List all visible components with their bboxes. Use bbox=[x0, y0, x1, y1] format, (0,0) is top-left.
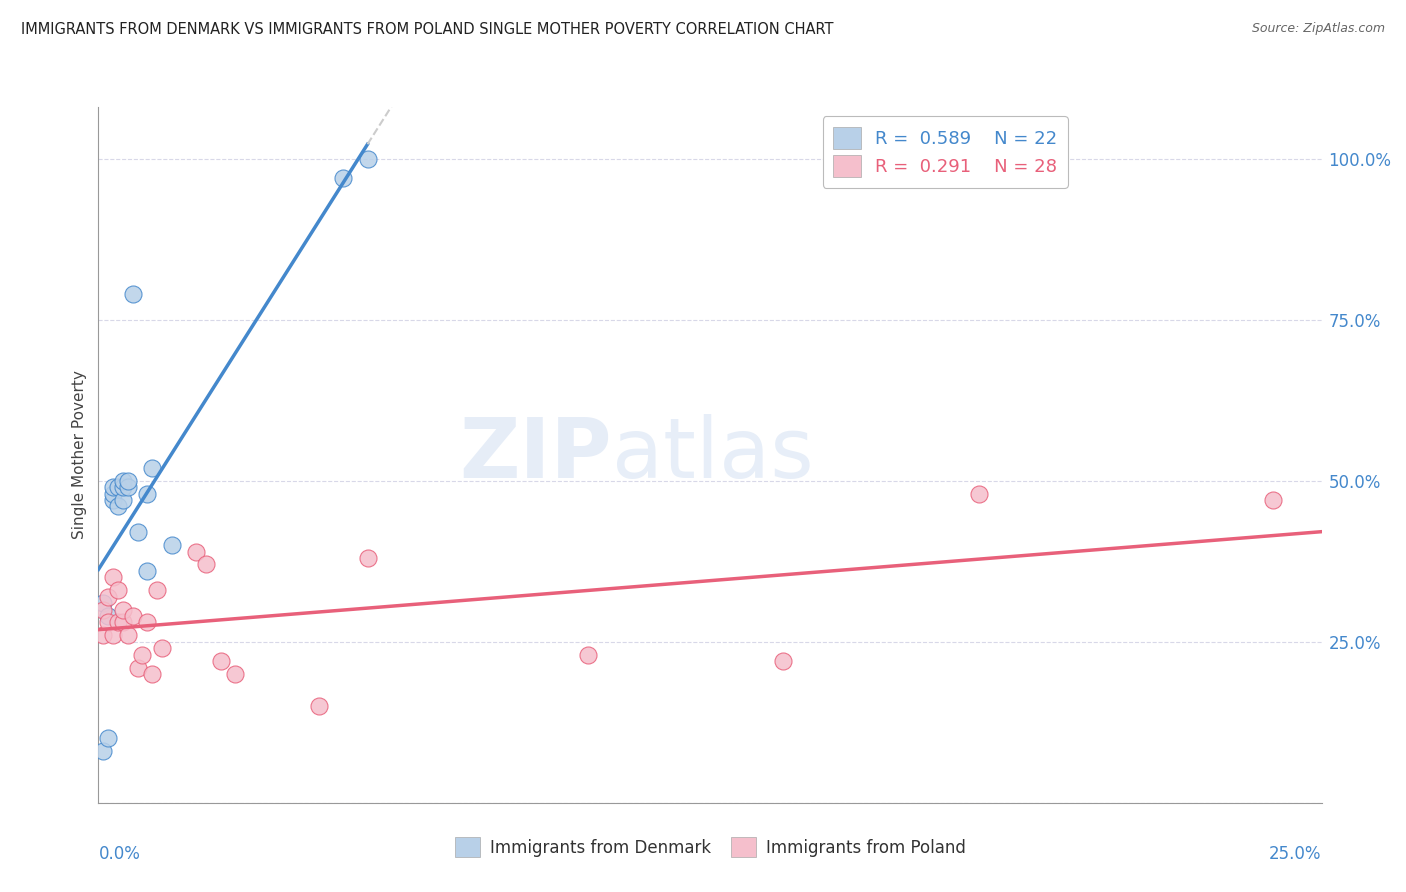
Point bbox=[141, 667, 163, 681]
Point bbox=[107, 500, 129, 514]
Text: atlas: atlas bbox=[612, 415, 814, 495]
Point bbox=[308, 699, 330, 714]
Point bbox=[91, 628, 114, 642]
Point bbox=[131, 648, 153, 662]
Point bbox=[195, 558, 218, 572]
Text: ZIP: ZIP bbox=[460, 415, 612, 495]
Point bbox=[356, 152, 378, 166]
Point bbox=[107, 480, 129, 494]
Point bbox=[107, 583, 129, 598]
Point bbox=[91, 744, 114, 758]
Point bbox=[121, 286, 143, 301]
Point bbox=[101, 628, 124, 642]
Point bbox=[967, 486, 990, 500]
Point bbox=[186, 544, 208, 558]
Point bbox=[111, 474, 134, 488]
Point bbox=[91, 596, 114, 610]
Point bbox=[356, 551, 378, 566]
Point bbox=[117, 628, 139, 642]
Point bbox=[97, 615, 120, 630]
Point bbox=[772, 654, 794, 668]
Text: Source: ZipAtlas.com: Source: ZipAtlas.com bbox=[1251, 22, 1385, 36]
Point bbox=[97, 590, 120, 604]
Point bbox=[576, 648, 599, 662]
Text: IMMIGRANTS FROM DENMARK VS IMMIGRANTS FROM POLAND SINGLE MOTHER POVERTY CORRELAT: IMMIGRANTS FROM DENMARK VS IMMIGRANTS FR… bbox=[21, 22, 834, 37]
Point bbox=[111, 493, 134, 508]
Point bbox=[101, 480, 124, 494]
Point bbox=[150, 641, 173, 656]
Legend: Immigrants from Denmark, Immigrants from Poland: Immigrants from Denmark, Immigrants from… bbox=[449, 830, 972, 864]
Point bbox=[136, 564, 159, 578]
Y-axis label: Single Mother Poverty: Single Mother Poverty bbox=[72, 370, 87, 540]
Point bbox=[160, 538, 183, 552]
Point bbox=[101, 493, 124, 508]
Point bbox=[332, 170, 354, 185]
Point bbox=[127, 525, 149, 540]
Point bbox=[101, 486, 124, 500]
Text: 0.0%: 0.0% bbox=[98, 845, 141, 863]
Point bbox=[117, 474, 139, 488]
Point bbox=[127, 660, 149, 674]
Text: 25.0%: 25.0% bbox=[1270, 845, 1322, 863]
Point bbox=[111, 602, 134, 616]
Point bbox=[107, 615, 129, 630]
Point bbox=[97, 731, 120, 746]
Point bbox=[91, 602, 114, 616]
Point bbox=[146, 583, 169, 598]
Point bbox=[1261, 493, 1284, 508]
Point bbox=[111, 615, 134, 630]
Point bbox=[111, 480, 134, 494]
Point bbox=[224, 667, 246, 681]
Point bbox=[117, 480, 139, 494]
Point bbox=[121, 609, 143, 624]
Point bbox=[141, 460, 163, 475]
Point bbox=[209, 654, 232, 668]
Point bbox=[136, 486, 159, 500]
Point bbox=[101, 570, 124, 584]
Point bbox=[136, 615, 159, 630]
Point bbox=[97, 609, 120, 624]
